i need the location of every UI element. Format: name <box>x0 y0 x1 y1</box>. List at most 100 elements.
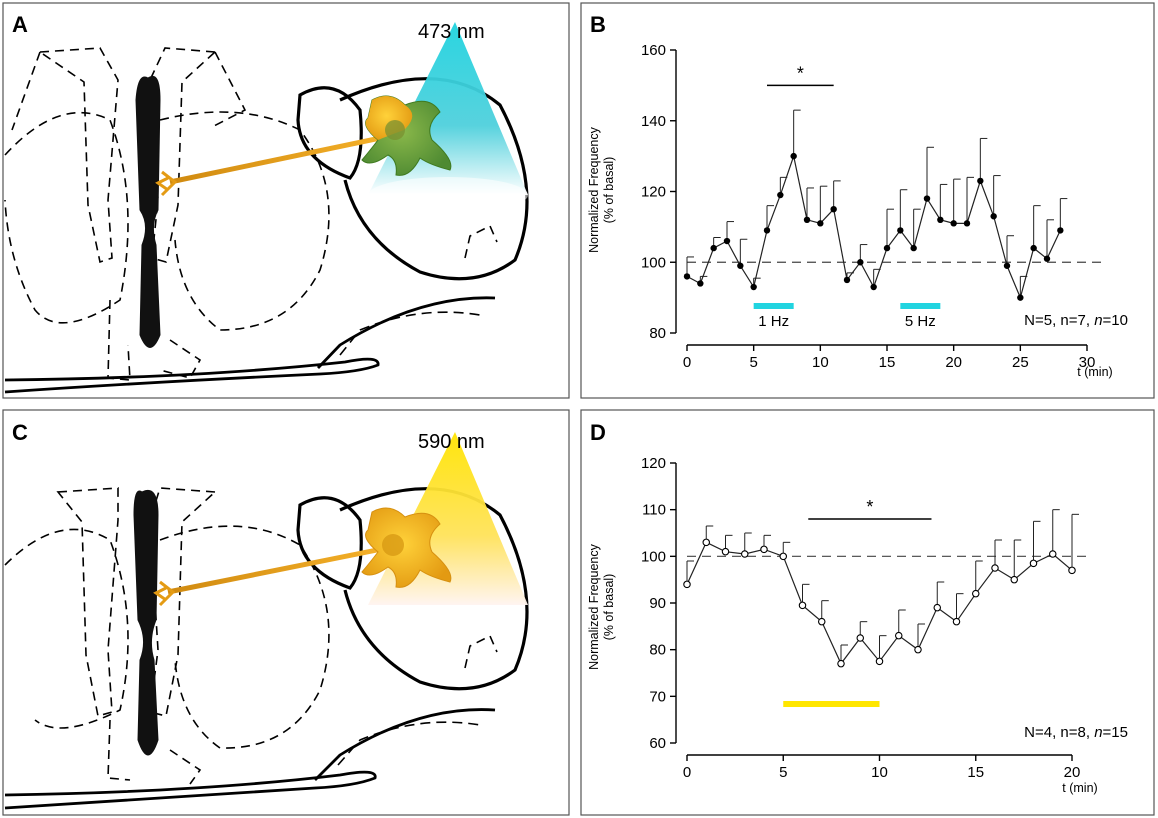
x-tick-label: 5 <box>749 354 757 371</box>
sample-size-annotation: N=5, n=7, n=10 <box>1024 312 1128 329</box>
data-point <box>803 216 811 223</box>
y-axis-title: Normalized Frequency(% of basal) <box>587 543 616 669</box>
data-point <box>817 220 824 227</box>
data-point <box>1057 227 1064 234</box>
data-point <box>798 601 807 610</box>
data-point <box>779 552 787 561</box>
data-point <box>857 259 864 266</box>
data-point <box>937 216 944 223</box>
x-tick-label: 10 <box>871 764 888 781</box>
panel-b-frame <box>580 2 1155 399</box>
data-point <box>817 617 826 626</box>
data-point <box>923 195 931 202</box>
stimulation-label: 5 Hz <box>905 313 936 330</box>
y-tick-label: 110 <box>642 502 666 519</box>
data-point <box>977 177 984 185</box>
x-tick-label: 0 <box>683 764 691 781</box>
data-point <box>952 617 961 626</box>
stimulation-bar <box>753 303 794 309</box>
data-point <box>683 580 691 589</box>
y-tick-label: 140 <box>641 113 666 130</box>
data-point <box>837 659 845 668</box>
data-point <box>894 631 903 640</box>
neuron-c <box>153 507 452 607</box>
data-point <box>933 603 941 612</box>
panel-b-letter: B <box>590 12 606 37</box>
data-point <box>697 280 704 287</box>
data-point <box>750 283 757 291</box>
y-tick-label: 100 <box>641 548 666 565</box>
x-tick-label: 0 <box>683 354 691 371</box>
y-tick-label: 70 <box>649 688 666 705</box>
panel-d-frame <box>580 409 1155 816</box>
stimulation-bar <box>783 701 880 707</box>
data-point <box>760 545 768 554</box>
y-tick-label: 60 <box>649 735 666 752</box>
data-point <box>1017 294 1024 301</box>
data-point <box>740 550 749 558</box>
x-axis-title: t (min) <box>1062 781 1097 795</box>
data-point <box>856 634 864 642</box>
data-point <box>1029 559 1038 568</box>
data-point <box>875 657 884 666</box>
data-point <box>790 152 797 160</box>
y-axis-title: Normalized Frequency(% of basal) <box>587 126 616 252</box>
significance-star: * <box>866 497 873 517</box>
y-tick-label: 80 <box>649 642 666 659</box>
data-point <box>1049 550 1057 558</box>
data-point <box>991 564 999 572</box>
panel-d-letter: D <box>590 420 606 445</box>
x-axis-title: t (min) <box>1077 365 1112 379</box>
wavelength-c: 590 nm <box>418 431 485 453</box>
wavelength-a: 473 nm <box>418 21 485 43</box>
data-point <box>971 589 980 598</box>
y-tick-label: 90 <box>649 595 666 612</box>
data-point <box>723 237 731 245</box>
x-tick-label: 25 <box>1012 354 1029 371</box>
x-tick-label: 10 <box>812 354 829 371</box>
light-cone-base <box>368 177 528 213</box>
data-point <box>1010 575 1018 584</box>
data-point <box>963 220 971 227</box>
data-point <box>710 244 717 252</box>
panel-a: A 473 nm <box>2 2 570 399</box>
data-point <box>870 283 877 291</box>
data-point <box>950 220 957 227</box>
y-tick-label: 80 <box>649 325 666 342</box>
data-point <box>1043 255 1051 262</box>
significance-star: * <box>797 63 804 83</box>
chart-b: 80 100 120 140 160 0 5 10 15 20 25 30t (min) Normali… <box>587 42 1128 379</box>
x-tick-label: 15 <box>967 764 984 781</box>
data-point <box>702 538 710 547</box>
data-point <box>1003 262 1011 269</box>
x-tick-label: 20 <box>945 354 962 371</box>
chart-d: 60 70 80 90 100 110 120 0 5 10 15 20t (min) Normaliz… <box>587 455 1128 795</box>
data-point <box>777 191 784 199</box>
data-point <box>897 227 904 234</box>
panel-d: D 60 70 80 90 100 110 120 0 5 10 15 20t (min) Normal… <box>580 409 1155 816</box>
y-tick-label: 120 <box>641 184 666 201</box>
panel-b: B 80 100 120 140 160 0 5 10 15 20 25 30t (min) Norma… <box>580 2 1155 399</box>
data-point <box>1030 244 1037 252</box>
stimulation-bar <box>900 303 941 309</box>
data-point <box>683 273 691 280</box>
data-point <box>737 262 744 269</box>
y-tick-label: 120 <box>641 455 666 472</box>
data-point <box>914 645 922 654</box>
x-tick-label: 30 <box>1079 354 1096 371</box>
data-point <box>843 276 851 284</box>
panel-a-letter: A <box>12 12 28 37</box>
brain-schematic-c <box>4 487 529 810</box>
y-tick-label: 160 <box>641 42 666 59</box>
stimulation-label: 1 Hz <box>758 313 789 330</box>
data-point <box>883 244 891 252</box>
y-tick-label: 100 <box>641 254 666 271</box>
panel-c-frame <box>2 409 570 816</box>
panel-c-letter: C <box>12 420 28 445</box>
neuron-a <box>155 95 452 197</box>
data-point <box>830 205 837 213</box>
x-tick-label: 20 <box>1064 764 1081 781</box>
data-point <box>910 244 917 252</box>
data-point <box>721 547 730 556</box>
